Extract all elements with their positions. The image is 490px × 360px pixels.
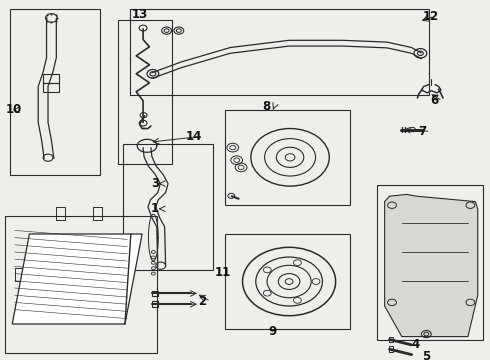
Bar <box>43 74 59 83</box>
Text: 11: 11 <box>215 266 231 279</box>
Polygon shape <box>12 234 142 324</box>
Bar <box>118 20 172 164</box>
Text: 2: 2 <box>198 295 207 308</box>
Text: 7: 7 <box>418 125 427 138</box>
Circle shape <box>388 202 396 208</box>
Text: 9: 9 <box>269 325 277 338</box>
Bar <box>130 9 429 95</box>
Circle shape <box>388 299 396 306</box>
Text: 10: 10 <box>6 103 22 116</box>
Bar <box>122 144 213 270</box>
Bar <box>389 337 393 342</box>
Bar <box>15 304 24 317</box>
Bar <box>152 291 158 296</box>
Text: 5: 5 <box>422 350 431 360</box>
Bar <box>377 185 483 340</box>
Polygon shape <box>385 194 478 337</box>
Bar <box>5 216 157 353</box>
Bar <box>93 207 102 220</box>
Bar <box>152 301 158 307</box>
Text: 12: 12 <box>422 10 439 23</box>
Text: 13: 13 <box>131 8 147 21</box>
Circle shape <box>466 202 475 208</box>
Text: 8: 8 <box>262 100 270 113</box>
Bar <box>10 9 100 175</box>
Circle shape <box>466 299 475 306</box>
Text: 14: 14 <box>185 130 201 143</box>
Text: 3: 3 <box>151 177 159 190</box>
Bar <box>43 83 59 92</box>
Text: 1: 1 <box>151 202 159 215</box>
Bar <box>15 268 24 281</box>
Text: 6: 6 <box>430 94 439 107</box>
Text: 4: 4 <box>412 338 420 351</box>
Bar <box>56 207 65 220</box>
Bar <box>389 346 393 352</box>
Bar <box>225 110 350 205</box>
Bar <box>225 234 350 329</box>
